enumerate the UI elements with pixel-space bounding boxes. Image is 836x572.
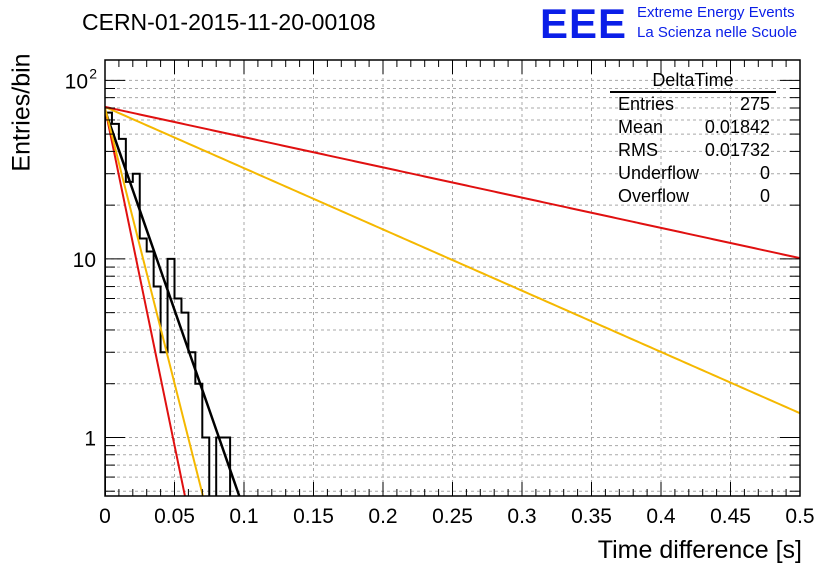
x-axis-label: Time difference [s]: [597, 536, 802, 564]
stats-box: DeltaTime Entries 275 Mean 0.01842 RMS 0…: [610, 70, 776, 208]
stats-label: Entries: [618, 94, 675, 114]
histogram-bin: [202, 437, 209, 496]
fit-line: [105, 107, 204, 496]
x-tick-label: 0.3: [507, 505, 536, 528]
stats-label: Overflow: [618, 186, 690, 206]
y-tick-label: 1: [84, 427, 96, 450]
stats-label: Underflow: [618, 163, 700, 183]
stats-value: 0.01842: [704, 117, 770, 137]
x-tick-label: 0.45: [710, 505, 751, 528]
histogram-bin: [112, 124, 119, 496]
x-tick-label: 0.35: [571, 505, 612, 528]
stats-value: 0: [759, 163, 770, 183]
stats-label: RMS: [618, 140, 658, 160]
x-tick-label: 0.15: [293, 505, 334, 528]
y-tick-exponent: 2: [89, 65, 97, 81]
stats-label: Mean: [618, 117, 664, 137]
logo-line-1: Extreme Energy Events: [637, 4, 795, 21]
stats-row-entries: Entries 275: [610, 93, 776, 116]
stats-row-underflow: Underflow 0: [610, 162, 776, 185]
histogram-layer: [105, 111, 232, 496]
stats-value: 0.01732: [704, 140, 770, 160]
y-tick-label: 10: [65, 70, 88, 93]
fit-line: [105, 105, 800, 415]
fit-line: [105, 105, 800, 260]
stats-row-overflow: Overflow 0: [610, 185, 776, 208]
tick-labels: 0 0.05 0.1 0.15 0.2 0.25 0.3 0.35 0.4 0.45 0.5 1 10 1…: [65, 65, 815, 528]
stats-row-rms: RMS 0.01732: [610, 139, 776, 162]
x-tick-label: 0.05: [154, 505, 195, 528]
grid-layer: [105, 60, 800, 496]
fit-line: [105, 109, 241, 496]
stats-title: DeltaTime: [610, 70, 776, 93]
stats-row-mean: Mean 0.01842: [610, 116, 776, 139]
y-axis-label: Entries/bin: [7, 53, 36, 172]
x-tick-label: 0.1: [229, 505, 258, 528]
eee-logo: EEE: [540, 0, 628, 47]
x-tick-label: 0.25: [432, 505, 473, 528]
axis-ticks: [104, 60, 801, 496]
y-tick-label: 10: [73, 249, 96, 272]
fit-line: [105, 107, 186, 496]
stats-value: 275: [739, 94, 770, 114]
x-tick-label: 0.4: [646, 505, 676, 528]
histogram-bin: [188, 352, 195, 496]
x-tick-label: 0.2: [368, 505, 397, 528]
histogram-bin: [105, 113, 112, 496]
logo-line-2: La Scienza nelle Scuole: [637, 24, 798, 41]
x-tick-label: 0: [99, 505, 111, 528]
histogram-outline: [105, 111, 232, 496]
histogram-bin: [161, 352, 168, 496]
x-tick-label: 0.5: [785, 505, 814, 528]
stats-value: 0: [759, 186, 770, 206]
fit-lines-layer: [105, 105, 800, 496]
chart-title: CERN-01-2015-11-20-00108: [82, 9, 376, 35]
